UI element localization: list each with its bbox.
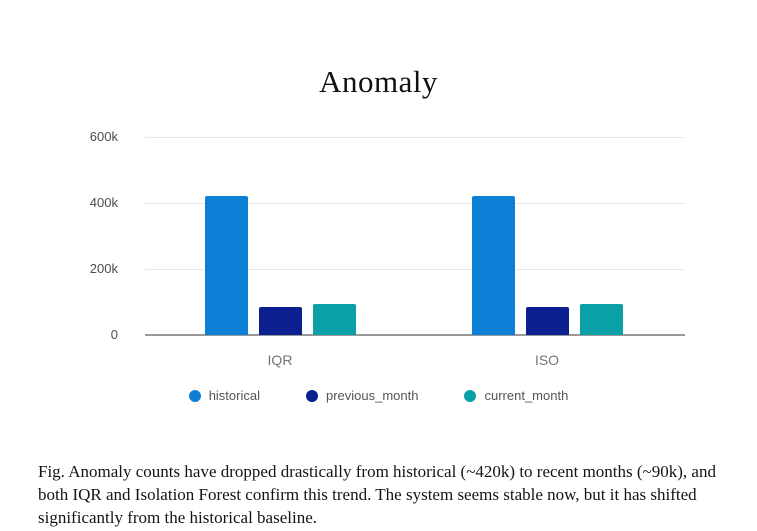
y-tick-label: 0 xyxy=(110,327,118,342)
bar-IQR-current_month xyxy=(312,303,356,335)
y-tick-label: 400k xyxy=(89,195,118,210)
bar-ISO-current_month xyxy=(579,303,623,335)
legend-label: current_month xyxy=(484,388,569,403)
bar-ISO-historical xyxy=(471,196,515,335)
x-tick-label-ISO: ISO xyxy=(534,352,560,368)
legend-label: historical xyxy=(208,388,260,403)
plot-area xyxy=(145,110,685,338)
bar-IQR-previous_month xyxy=(258,306,302,335)
y-tick-label: 200k xyxy=(89,261,118,276)
gridline xyxy=(145,269,685,270)
chart-title: Anomaly xyxy=(319,64,438,99)
bar-IQR-historical xyxy=(204,196,248,335)
bar-ISO-previous_month xyxy=(525,306,569,335)
x-tick-label-IQR: IQR xyxy=(267,352,293,368)
legend-dot-icon xyxy=(305,389,318,402)
x-axis-baseline xyxy=(145,334,685,336)
gridline xyxy=(145,203,685,204)
legend-dot-icon xyxy=(188,389,201,402)
gridline xyxy=(145,137,685,138)
legend-label: previous_month xyxy=(325,388,419,403)
legend-item-historical: historical xyxy=(188,388,260,403)
y-tick-label: 600k xyxy=(89,129,118,144)
legend-item-current_month: current_month xyxy=(464,388,568,403)
legend-item-previous_month: previous_month xyxy=(305,388,419,403)
legend: historical previous_month current_month xyxy=(0,388,757,403)
legend-dot-icon xyxy=(464,389,477,402)
figure-caption: Fig. Anomaly counts have dropped drastic… xyxy=(38,462,716,527)
